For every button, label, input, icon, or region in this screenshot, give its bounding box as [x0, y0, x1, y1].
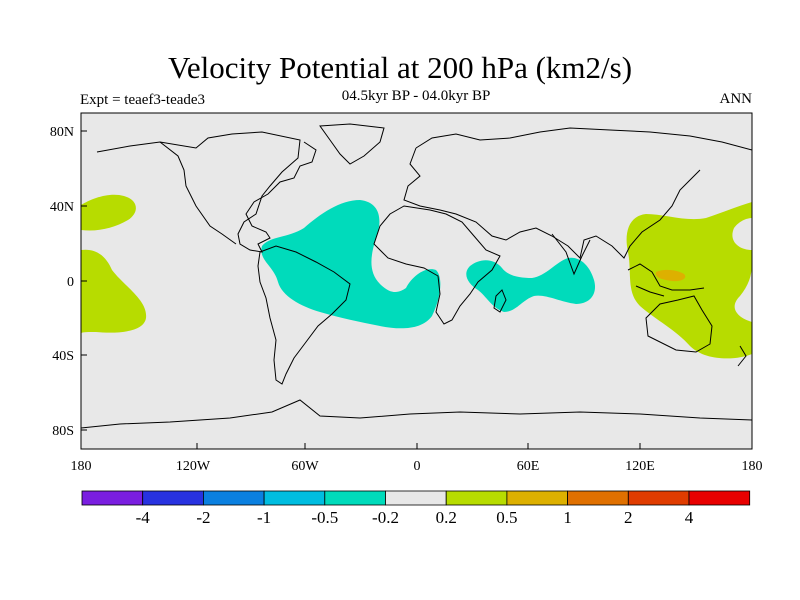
colorbar-label: -0.2 — [372, 508, 399, 527]
x-tick-label: 120W — [176, 459, 211, 474]
coastline-maritime-continent — [627, 263, 705, 297]
negative-region-indian-ocean — [466, 257, 596, 312]
colorbar-label: -1 — [257, 508, 271, 527]
y-tick-label: 80S — [52, 424, 74, 439]
positive-region-pacific-south — [81, 249, 147, 333]
chart-subtitle: 04.5kyr BP - 04.0kyr BP — [341, 88, 491, 104]
x-tick-label: 120E — [625, 459, 655, 474]
colorbar-label: 0.2 — [436, 508, 457, 527]
coastlines — [81, 123, 752, 429]
coastline-greenland — [319, 123, 385, 165]
colorbar-label: -2 — [196, 508, 210, 527]
colorbar-box — [688, 490, 751, 506]
colorbar-box — [81, 490, 144, 506]
axis-ticks — [81, 130, 641, 449]
colorbar-box — [263, 490, 326, 506]
chart-title: Velocity Potential at 200 hPa (km2/s) — [167, 50, 633, 85]
colorbar-label: 0.5 — [496, 508, 517, 527]
coastline-west-coast — [159, 141, 237, 245]
x-tick-label: 180 — [71, 459, 92, 474]
x-tick-label: 0 — [414, 459, 421, 474]
y-tick-label: 40S — [52, 349, 74, 364]
negative-region-atlantic — [261, 200, 441, 329]
x-tick-label: 60W — [291, 459, 319, 474]
coastline-antarctica — [81, 399, 752, 429]
coastline-north-america — [96, 131, 317, 253]
colorbar-box — [445, 490, 508, 506]
positive-region-pacific-northwest — [81, 194, 136, 231]
coastline-india — [551, 233, 591, 276]
colorbar-label: 4 — [685, 508, 694, 527]
season-label: ANN — [719, 91, 753, 107]
colorbar-label: -0.5 — [311, 508, 338, 527]
y-tick-label: 0 — [67, 275, 74, 290]
experiment-label: Expt = teaef3-teade3 — [80, 92, 206, 108]
colorbar-label: 2 — [624, 508, 633, 527]
colorbar-box — [385, 490, 447, 506]
colorbar-box — [567, 490, 629, 506]
colorbar-box — [202, 490, 265, 506]
x-tick-label: 60E — [517, 459, 540, 474]
colorbar-box — [142, 490, 204, 506]
x-tick-label: 180 — [742, 459, 763, 474]
coastline-south-america — [257, 245, 351, 385]
colorbar-box — [506, 490, 568, 506]
coastline-africa — [373, 205, 501, 325]
y-tick-label: 40N — [50, 200, 74, 215]
coastline-new-zealand — [737, 345, 747, 367]
positive-region-west-pacific — [626, 202, 752, 359]
colorbar-box — [627, 490, 690, 506]
peak-region-maritime-continent — [655, 269, 686, 282]
y-tick-label: 80N — [50, 125, 74, 140]
colorbar-label: 1 — [563, 508, 572, 527]
coastline-australia — [645, 295, 713, 353]
colorbar-box — [324, 490, 386, 506]
coastline-europe-asia — [403, 127, 752, 259]
coastline-madagascar — [493, 289, 507, 313]
colorbar-label: -4 — [136, 508, 151, 527]
